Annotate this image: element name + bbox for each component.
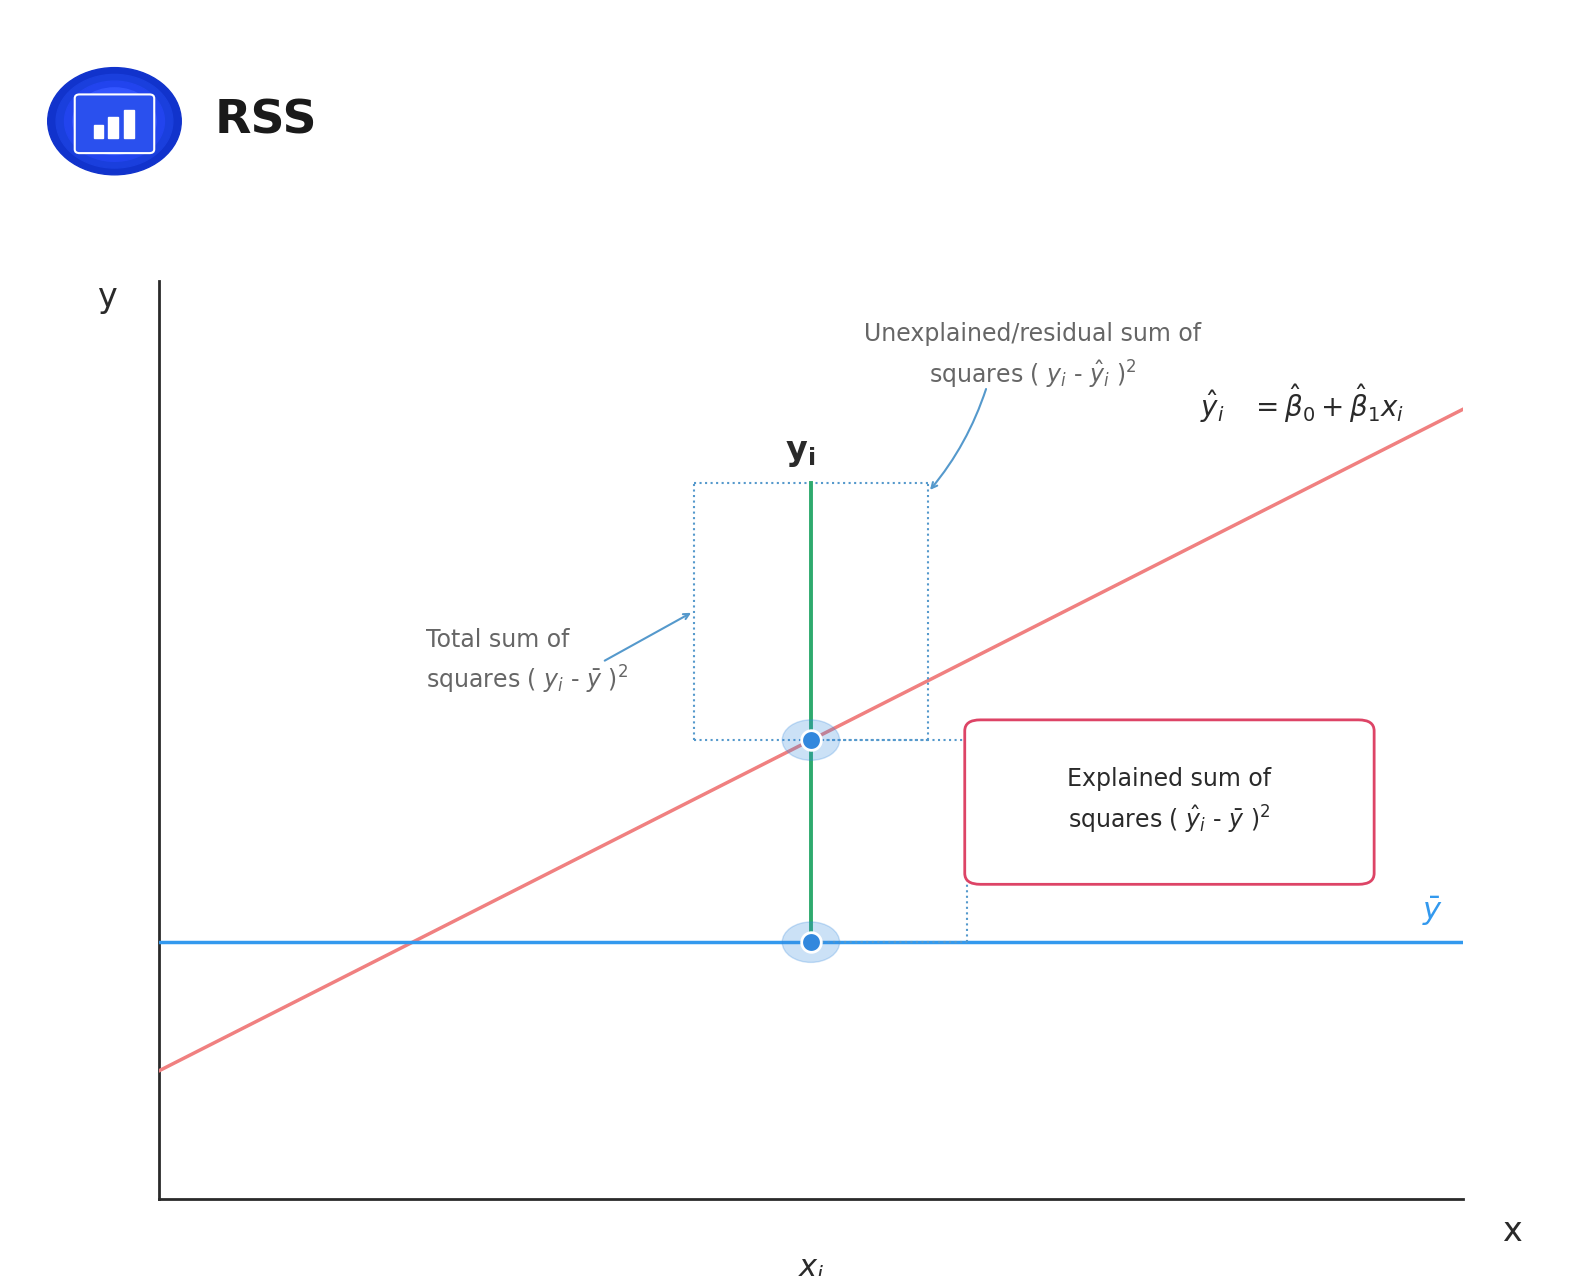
Text: RSS: RSS [215, 98, 318, 144]
Text: $x_i$: $x_i$ [798, 1254, 824, 1276]
Text: Total sum of
squares ( $y_i$ - $\bar{y}$ )$^2$: Total sum of squares ( $y_i$ - $\bar{y}$… [426, 628, 628, 697]
Text: $\mathbf{y_i}$: $\mathbf{y_i}$ [785, 436, 816, 470]
Text: Explained sum of
squares ( $\hat{y}_i$ - $\bar{y}$ )$^2$: Explained sum of squares ( $\hat{y}_i$ -… [1067, 767, 1272, 836]
Circle shape [782, 923, 840, 962]
Text: x: x [1503, 1215, 1522, 1248]
Text: $\bar{y}$: $\bar{y}$ [1421, 896, 1444, 929]
Text: $\hat{y}_i$   $= \hat{\beta}_0 + \hat{\beta}_1 x_i$: $\hat{y}_i$ $= \hat{\beta}_0 + \hat{\bet… [1200, 382, 1404, 425]
Point [798, 931, 824, 952]
FancyBboxPatch shape [965, 720, 1374, 884]
Text: Unexplained/residual sum of
squares ( $y_i$ - $\hat{y}_i$ )$^2$: Unexplained/residual sum of squares ( $y… [863, 322, 1200, 390]
Circle shape [782, 720, 840, 760]
Text: y: y [97, 281, 116, 314]
Point [798, 730, 824, 750]
